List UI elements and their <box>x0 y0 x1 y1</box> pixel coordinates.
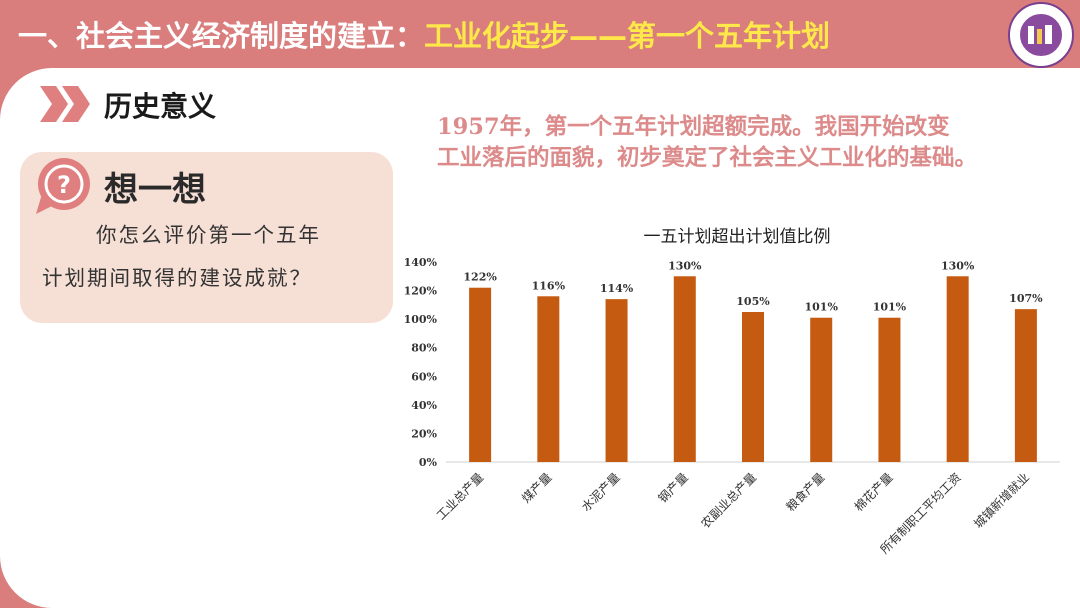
y-tick-label: 120% <box>404 285 438 298</box>
card-question: 你怎么评价第一个五年 计划期间取得的建设成就？ <box>42 214 388 300</box>
y-tick-label: 0% <box>419 456 438 469</box>
y-tick-label: 100% <box>404 313 438 326</box>
x-tick-label: 粮食产量 <box>783 470 828 515</box>
bar-3 <box>605 299 628 462</box>
x-tick-label: 棉花产量 <box>851 470 896 515</box>
data-label: 130% <box>668 259 702 272</box>
data-label: 101% <box>805 301 839 314</box>
bar-5 <box>742 312 764 462</box>
y-tick-label: 60% <box>411 370 437 383</box>
bar-6 <box>810 317 833 462</box>
card-question-line-1: 你怎么评价第一个五年 <box>96 223 321 247</box>
data-label: 114% <box>600 282 634 295</box>
chart-title: 一五计划超出计划值比例 <box>644 227 831 247</box>
think-card: ? 想一想 你怎么评价第一个五年 计划期间取得的建设成就？ <box>20 152 393 323</box>
y-tick-label: 80% <box>411 342 437 355</box>
x-tick-label: 钢产量 <box>656 470 691 505</box>
x-tick-label: 工业总产量 <box>434 470 486 522</box>
data-label: 107% <box>1009 292 1043 305</box>
bar-4 <box>673 276 696 462</box>
data-label: 105% <box>736 295 770 308</box>
slide-content: 历史意义 1957年，第一个五年计划超额完成。我国开始改变 工业落后的面貌，初步… <box>0 68 1080 608</box>
card-question-line-2: 计划期间取得的建设成就？ <box>42 266 312 290</box>
card-title: 想一想 <box>104 170 206 210</box>
svg-text:?: ? <box>57 171 71 199</box>
section-title: 历史意义 <box>104 90 217 123</box>
x-tick-label: 煤产量 <box>519 470 554 505</box>
x-tick-label: 城镇新增就业 <box>970 470 1032 532</box>
double-chevron-right-icon <box>40 86 90 122</box>
data-label: 101% <box>873 301 907 314</box>
quote-line-2: 工业落后的面貌，初步奠定了社会主义工业化的基础。 <box>437 145 978 171</box>
bar-1 <box>469 287 492 462</box>
y-tick-label: 40% <box>411 399 437 412</box>
summary-quote: 1957年，第一个五年计划超额完成。我国开始改变 工业落后的面貌，初步奠定了社会… <box>437 112 1077 174</box>
header-bar: 一、社会主义经济制度的建立：工业化起步——第一个五年计划 <box>0 0 1080 68</box>
page-title: 一、社会主义经济制度的建立：工业化起步——第一个五年计划 <box>18 13 830 55</box>
data-label: 116% <box>532 279 566 292</box>
school-logo-icon <box>1008 2 1074 68</box>
bar-7 <box>878 317 901 462</box>
question-bubble-icon: ? <box>36 158 90 214</box>
bar-2 <box>537 296 560 462</box>
bar-9 <box>1014 309 1037 462</box>
x-tick-label: 水泥产量 <box>579 470 623 514</box>
y-tick-label: 140% <box>404 256 438 269</box>
data-label: 122% <box>463 271 497 284</box>
page-title-highlight: 工业化起步——第一个五年计划 <box>424 19 831 53</box>
quote-line-1: 1957年，第一个五年计划超额完成。我国开始改变 <box>437 114 950 140</box>
bar-8 <box>946 276 969 462</box>
x-tick-label: 农副业总产量 <box>698 470 759 531</box>
y-tick-label: 20% <box>411 427 437 440</box>
bar-chart: 一五计划超出计划值比例 0% 20% 40% 60% 80% 100% 120% 140% 122… <box>404 227 1060 556</box>
page-title-main: 一、社会主义经济制度的建立： <box>18 19 425 53</box>
data-label: 130% <box>941 259 975 272</box>
